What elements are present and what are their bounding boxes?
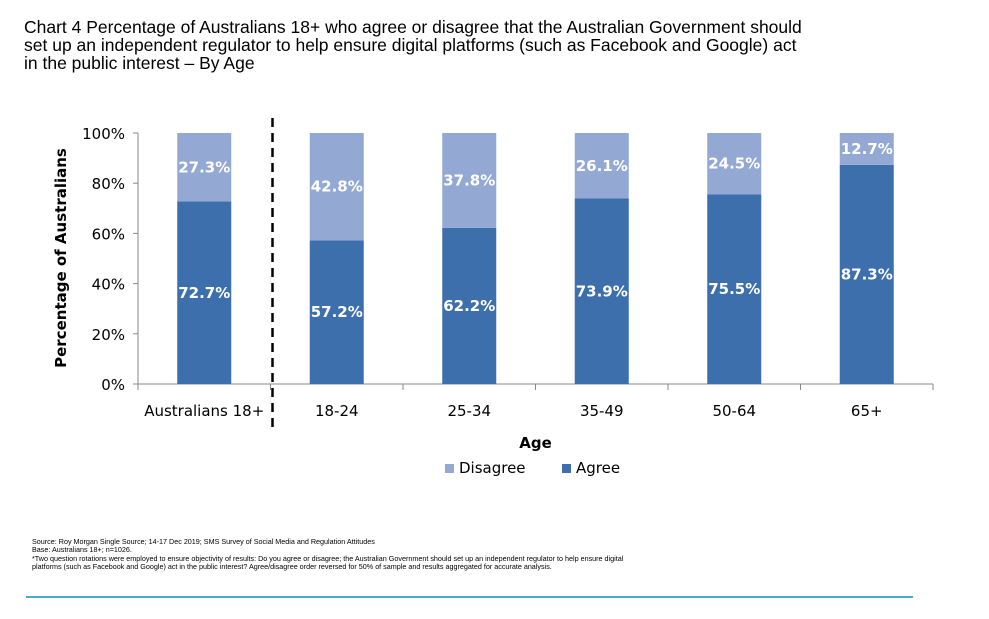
data-label-agree: 72.7%	[178, 284, 230, 302]
legend-swatch-agree	[562, 464, 571, 473]
y-tick-label: 40%	[92, 276, 125, 294]
chart-title-line-2: set up an independent regulator to help …	[24, 35, 797, 55]
bar-agree	[574, 198, 629, 384]
source-line-2: Base: Australians 18+; n=1026.	[32, 545, 132, 555]
y-tick-label: 80%	[92, 175, 125, 193]
y-tick-label: 60%	[92, 225, 125, 243]
x-tick-label: 65+	[851, 402, 883, 420]
data-label-disagree: 12.7%	[841, 140, 893, 158]
chart-title: Chart 4 Percentage of Australians 18+ wh…	[24, 18, 954, 72]
legend-swatch-disagree	[445, 464, 454, 473]
x-tick-label: 18-24	[315, 402, 359, 420]
x-axis-title: Age	[519, 434, 552, 452]
bar-disagree	[442, 133, 497, 228]
bar-agree	[442, 227, 497, 384]
source-line-3: *Two question rotations were employed to…	[32, 553, 624, 563]
bar-disagree	[309, 133, 364, 241]
source-note: Source: Roy Morgan Single Source; 14-17 …	[32, 537, 912, 572]
data-label-disagree: 42.8%	[311, 178, 363, 196]
data-label-agree: 57.2%	[311, 303, 363, 321]
bar-agree	[177, 201, 232, 384]
footer-rule	[26, 596, 913, 598]
data-label-disagree: 26.1%	[576, 157, 628, 175]
data-label-agree: 62.2%	[443, 297, 495, 315]
legend-label-disagree: Disagree	[459, 459, 526, 477]
data-label-agree: 87.3%	[841, 265, 893, 283]
source-line-1: Source: Roy Morgan Single Source; 14-17 …	[32, 537, 375, 546]
bar-disagree	[839, 133, 894, 165]
x-tick-label: Australians 18+	[144, 402, 264, 420]
y-axis-title: Percentage of Australians	[52, 148, 70, 368]
legend-label-agree: Agree	[576, 459, 620, 477]
source-line-4: platforms (such as Facebook and Google) …	[32, 562, 552, 572]
chart-title-line-1: Chart 4 Percentage of Australians 18+ wh…	[24, 17, 802, 37]
y-tick-label: 0%	[101, 376, 125, 394]
chart-title-line-3: in the public interest – By Age	[24, 53, 255, 73]
data-label-disagree: 37.8%	[443, 171, 495, 189]
y-tick-label: 100%	[82, 125, 125, 143]
x-tick-label: 35-49	[580, 402, 624, 420]
bar-agree	[309, 240, 364, 384]
bar-disagree	[177, 133, 232, 202]
data-label-disagree: 27.3%	[178, 158, 230, 176]
bar-disagree	[574, 133, 629, 199]
data-label-agree: 73.9%	[576, 282, 628, 300]
stacked-bar-chart: 0% 20% 40% 60% 80% 100% 72.7% 27.3% Australians …	[52, 118, 934, 477]
data-label-agree: 75.5%	[708, 280, 760, 298]
bar-agree	[839, 164, 894, 384]
x-tick-label: 25-34	[447, 402, 491, 420]
data-label-disagree: 24.5%	[708, 155, 760, 173]
x-tick-label: 50-64	[712, 402, 756, 420]
bar-agree	[707, 194, 762, 384]
y-tick-label: 20%	[92, 326, 125, 344]
bar-disagree	[707, 133, 762, 195]
